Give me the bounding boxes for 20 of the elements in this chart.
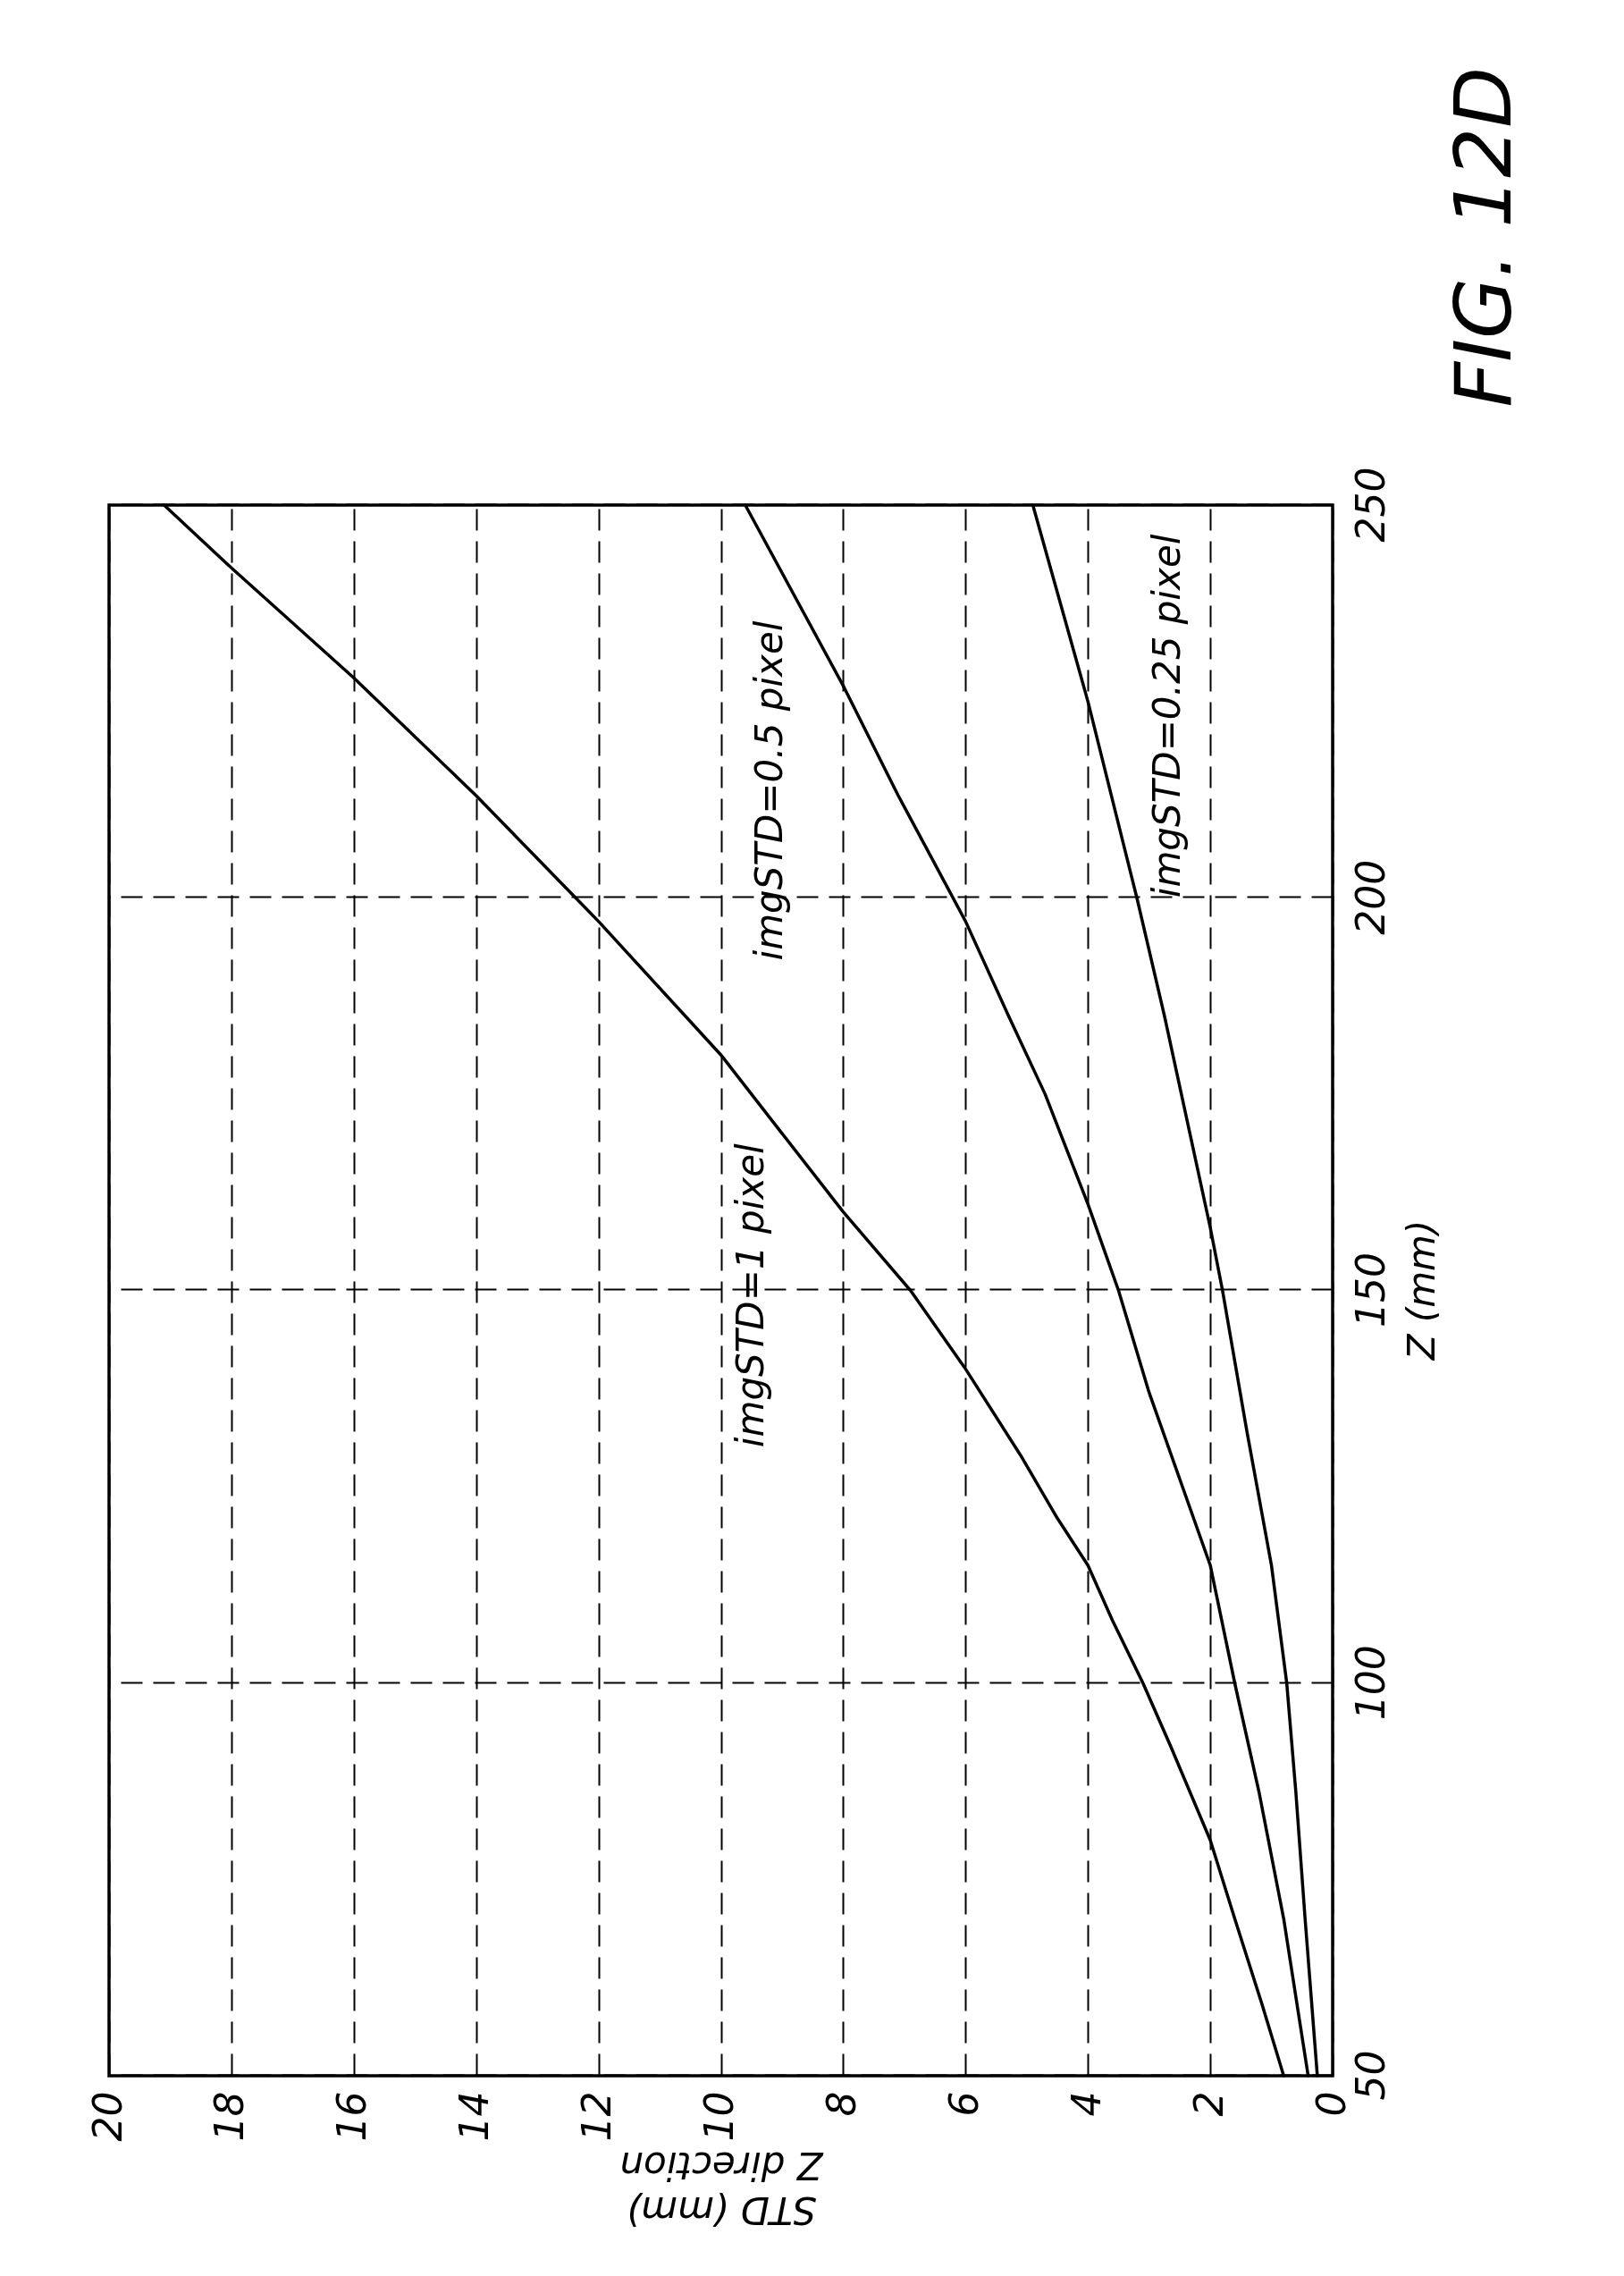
x-tick-label: 12	[574, 2091, 620, 2142]
y-axis-title: Z (mm)	[1399, 1219, 1443, 1361]
text: imgSTD=0.25 pixel	[1144, 534, 1189, 898]
text: imgSTD=0.5 pixel	[746, 620, 791, 961]
y-tick-label: 200	[1347, 859, 1393, 935]
x-tick-label: 10	[696, 2091, 742, 2142]
x-tick-label: 6	[940, 2091, 987, 2117]
x-tick-label: 20	[84, 2091, 130, 2142]
x-tick-label: 8	[818, 2091, 864, 2117]
x-tick-label: 4	[1063, 2091, 1109, 2117]
y-tick-label: 150	[1347, 1252, 1393, 1328]
x-tick-label: 2	[1185, 2091, 1232, 2117]
x-tick-label: 18	[206, 2091, 253, 2142]
x-tick-label: 14	[451, 2091, 498, 2142]
x-tick-label: 16	[329, 2091, 375, 2142]
y-tick-label: 100	[1347, 1645, 1393, 1721]
text: imgSTD=1 pixel	[728, 1143, 773, 1448]
chart-title: FIG. 12D	[1437, 67, 1529, 408]
y-tick-label: 250	[1347, 467, 1393, 543]
x-axis-title: STD (mm) Z direction	[619, 2144, 824, 2233]
